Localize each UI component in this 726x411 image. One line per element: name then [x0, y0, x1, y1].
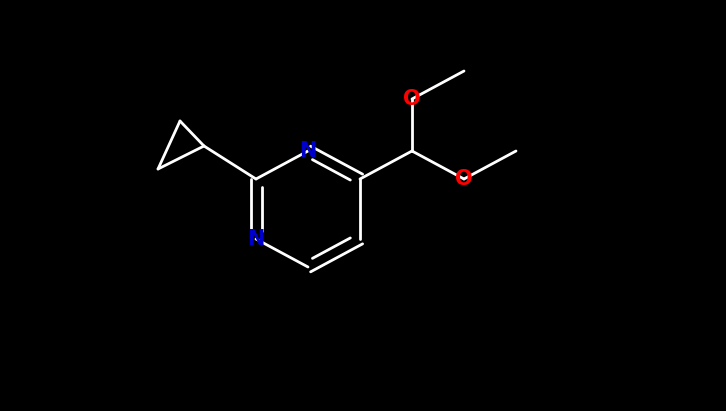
Text: N: N [299, 141, 317, 161]
Text: O: O [455, 169, 473, 189]
Text: O: O [403, 89, 421, 109]
Text: N: N [248, 229, 265, 249]
